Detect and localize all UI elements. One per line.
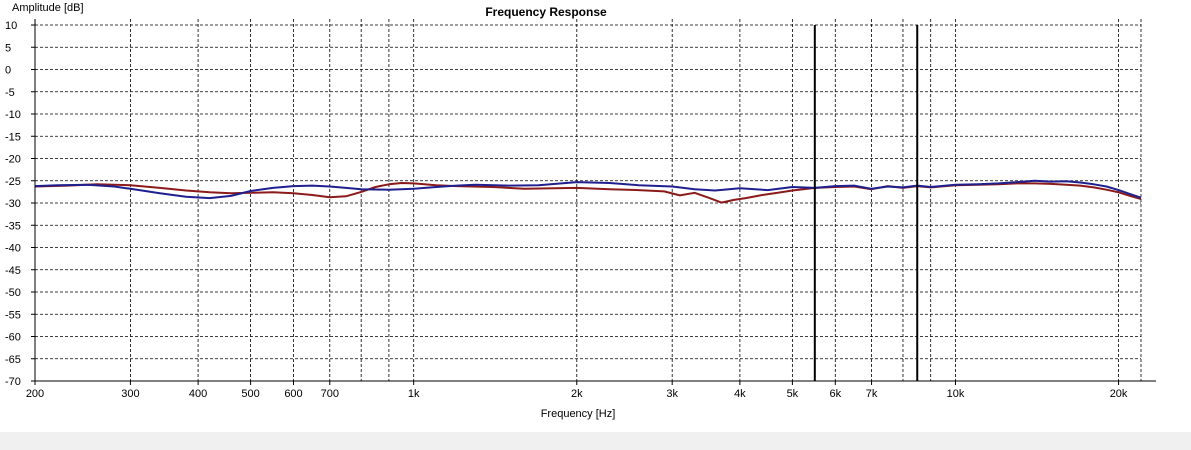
y-tick-label: -50	[5, 287, 21, 299]
y-tick-label: -10	[5, 109, 21, 121]
label-layer: 10 5 0 -5 -10 -15 -20 -25 -30 -35 -40 -45 -50 -55 -60 -…	[5, 20, 1128, 400]
marker-layer	[813, 25, 919, 381]
x-axis-title: Frequency [Hz]	[541, 408, 616, 420]
y-tick-label: 0	[5, 65, 11, 77]
y-tick-label: -40	[5, 243, 21, 255]
y-tick-label: -65	[5, 354, 21, 366]
x-tick-label: 500	[241, 388, 259, 400]
x-tick-label: 3k	[666, 388, 678, 400]
chart-title: Frequency Response	[485, 5, 607, 19]
y-axis-title: Amplitude [dB]	[12, 2, 84, 14]
y-tick-label: -70	[5, 376, 21, 388]
y-tick-label: 5	[5, 42, 11, 54]
x-tick-label: 700	[321, 388, 339, 400]
x-tick-label: 2k	[571, 388, 583, 400]
axis-layer	[34, 19, 1156, 382]
y-tick-label: -20	[5, 154, 21, 166]
x-tick-label: 7k	[866, 388, 878, 400]
x-tick-label: 1k	[408, 388, 420, 400]
x-tick-label: 600	[284, 388, 302, 400]
window-bottom-strip	[0, 432, 1191, 450]
y-tick-label: -45	[5, 265, 21, 277]
x-tick-label: 6k	[829, 388, 841, 400]
x-tick-label: 10k	[947, 388, 965, 400]
chart-panel	[0, 0, 1191, 432]
series-layer	[34, 179, 1142, 204]
x-tick-label: 400	[189, 388, 207, 400]
x-tick-label: 5k	[787, 388, 799, 400]
y-tick-label: 10	[5, 20, 17, 32]
y-tick-label: -35	[5, 220, 21, 232]
series-line	[34, 179, 1142, 200]
y-tick-label: -60	[5, 332, 21, 344]
y-tick-label: -5	[5, 87, 15, 99]
y-tick-label: -25	[5, 176, 21, 188]
y-tick-label: -55	[5, 309, 21, 321]
x-tick-label: 4k	[734, 388, 746, 400]
x-tick-label: 200	[26, 388, 44, 400]
y-tick-label: -30	[5, 198, 21, 210]
series-line	[34, 182, 1142, 204]
x-tick-label: 300	[121, 388, 139, 400]
x-tick-label: 20k	[1110, 388, 1128, 400]
y-tick-label: -15	[5, 131, 21, 143]
grid-layer	[31, 19, 1142, 385]
